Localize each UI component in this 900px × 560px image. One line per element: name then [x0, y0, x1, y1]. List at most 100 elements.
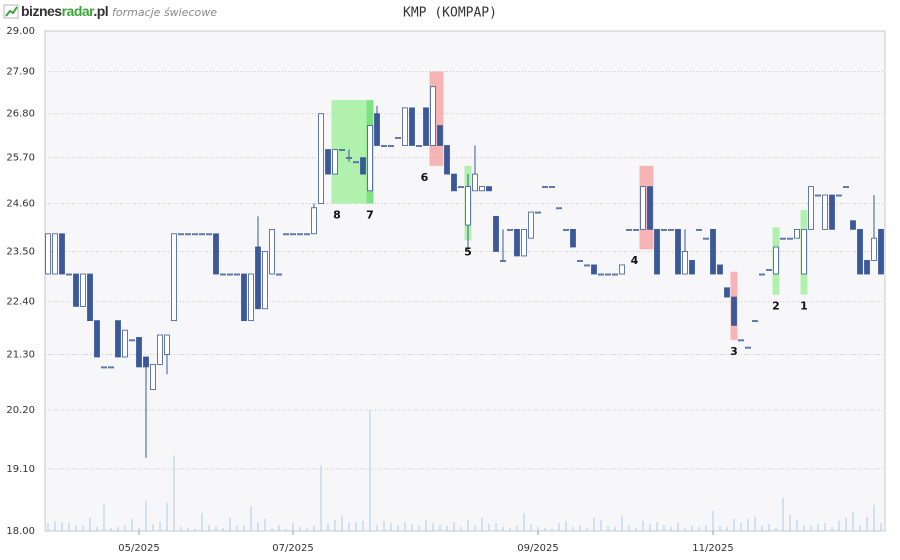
volume-bar — [684, 527, 686, 531]
candle-body — [402, 107, 408, 146]
candle-body — [780, 237, 786, 240]
volume-bar — [117, 526, 119, 531]
volume-bar — [411, 523, 413, 531]
candle-body — [346, 157, 352, 160]
volume-bar — [649, 523, 651, 531]
candle-body — [283, 233, 289, 236]
chart-title: KMP (KOMPAP) — [403, 6, 497, 21]
candle-body — [829, 194, 835, 230]
volume-bar — [418, 525, 420, 531]
candle-body — [437, 125, 443, 146]
candle-body — [591, 264, 597, 275]
candle-body — [220, 273, 226, 276]
candle-body — [752, 320, 758, 323]
candle-body — [339, 149, 345, 151]
volume-bar — [215, 525, 217, 531]
logo-part: radar — [62, 3, 96, 19]
pattern-label: 6 — [421, 171, 429, 184]
candle-body — [374, 113, 380, 146]
candle-body — [584, 264, 590, 267]
candle-body — [248, 273, 254, 322]
plot-area — [44, 30, 886, 532]
volume-bar — [285, 528, 287, 531]
volume-bar — [768, 523, 770, 531]
candle-body — [157, 334, 163, 365]
candle-body — [682, 251, 688, 275]
volume-bar — [243, 524, 245, 531]
volume-bar — [719, 525, 721, 531]
candle-body — [675, 228, 681, 275]
candle-body — [521, 228, 527, 257]
candle-body — [570, 228, 576, 248]
candle-body — [647, 186, 653, 230]
volume-bar — [124, 524, 126, 531]
pattern-label: 7 — [366, 209, 374, 222]
candle-body — [836, 194, 842, 197]
y-tick-label: 19.10 — [6, 464, 35, 475]
volume-bar — [460, 526, 462, 531]
volume-bar — [390, 522, 392, 531]
candle-body — [843, 186, 849, 189]
candle-body — [311, 207, 317, 235]
volume-bar — [446, 525, 448, 531]
candle-body — [759, 273, 765, 276]
volume-bar — [376, 524, 378, 531]
volume-bar — [754, 516, 756, 531]
volume-bar — [187, 527, 189, 531]
volume-bar — [82, 525, 84, 531]
volume-bar — [47, 522, 49, 531]
y-tick-label: 26.80 — [6, 109, 35, 120]
volume-bar — [824, 522, 826, 531]
candle-body — [822, 194, 828, 230]
candle-body — [528, 211, 534, 239]
candle-body — [738, 339, 744, 342]
candle-body — [864, 260, 870, 275]
volume-bar — [68, 522, 70, 531]
volume-bar — [740, 522, 742, 531]
x-tick-label: 07/2025 — [272, 543, 314, 554]
candle-body — [654, 228, 660, 275]
volume-bar — [663, 524, 665, 531]
volume-bar — [572, 526, 574, 531]
candle-body — [395, 137, 401, 139]
candle-body — [871, 237, 877, 261]
y-tick-label: 18.00 — [6, 526, 35, 537]
candle-body — [710, 228, 716, 275]
candle-body — [787, 237, 793, 240]
volume-bar — [194, 528, 196, 531]
pattern-label: 2 — [772, 300, 780, 313]
candle-body — [577, 260, 583, 262]
candle-body — [115, 320, 121, 358]
candle-body — [731, 296, 737, 326]
candle-body — [234, 273, 240, 276]
volume-bar — [726, 526, 728, 531]
candle-body — [66, 273, 72, 276]
volume-bar — [369, 410, 371, 531]
volume-bar — [250, 505, 252, 531]
volume-bar — [103, 503, 105, 531]
candle-body — [451, 173, 457, 192]
candle-body — [213, 233, 219, 275]
volume-bar — [607, 525, 609, 531]
volume-bar — [502, 526, 504, 531]
candle-body — [465, 186, 471, 226]
candle-body — [269, 228, 275, 275]
candle-body — [171, 233, 177, 322]
volume-bar — [236, 525, 238, 531]
volume-bar — [761, 525, 763, 531]
volume-bar — [705, 524, 707, 531]
candle-body — [815, 194, 821, 197]
volume-bar — [432, 522, 434, 531]
candle-body — [549, 186, 555, 189]
candle-body — [556, 207, 562, 210]
candle-body — [717, 264, 723, 275]
volume-bar — [537, 526, 539, 531]
candle-body — [416, 145, 422, 147]
candle-body — [136, 337, 142, 368]
y-tick-label: 29.00 — [6, 26, 35, 37]
volume-bar — [873, 504, 875, 531]
volume-bar — [845, 517, 847, 531]
volume-bar — [866, 516, 868, 531]
volume-bar — [677, 522, 679, 531]
